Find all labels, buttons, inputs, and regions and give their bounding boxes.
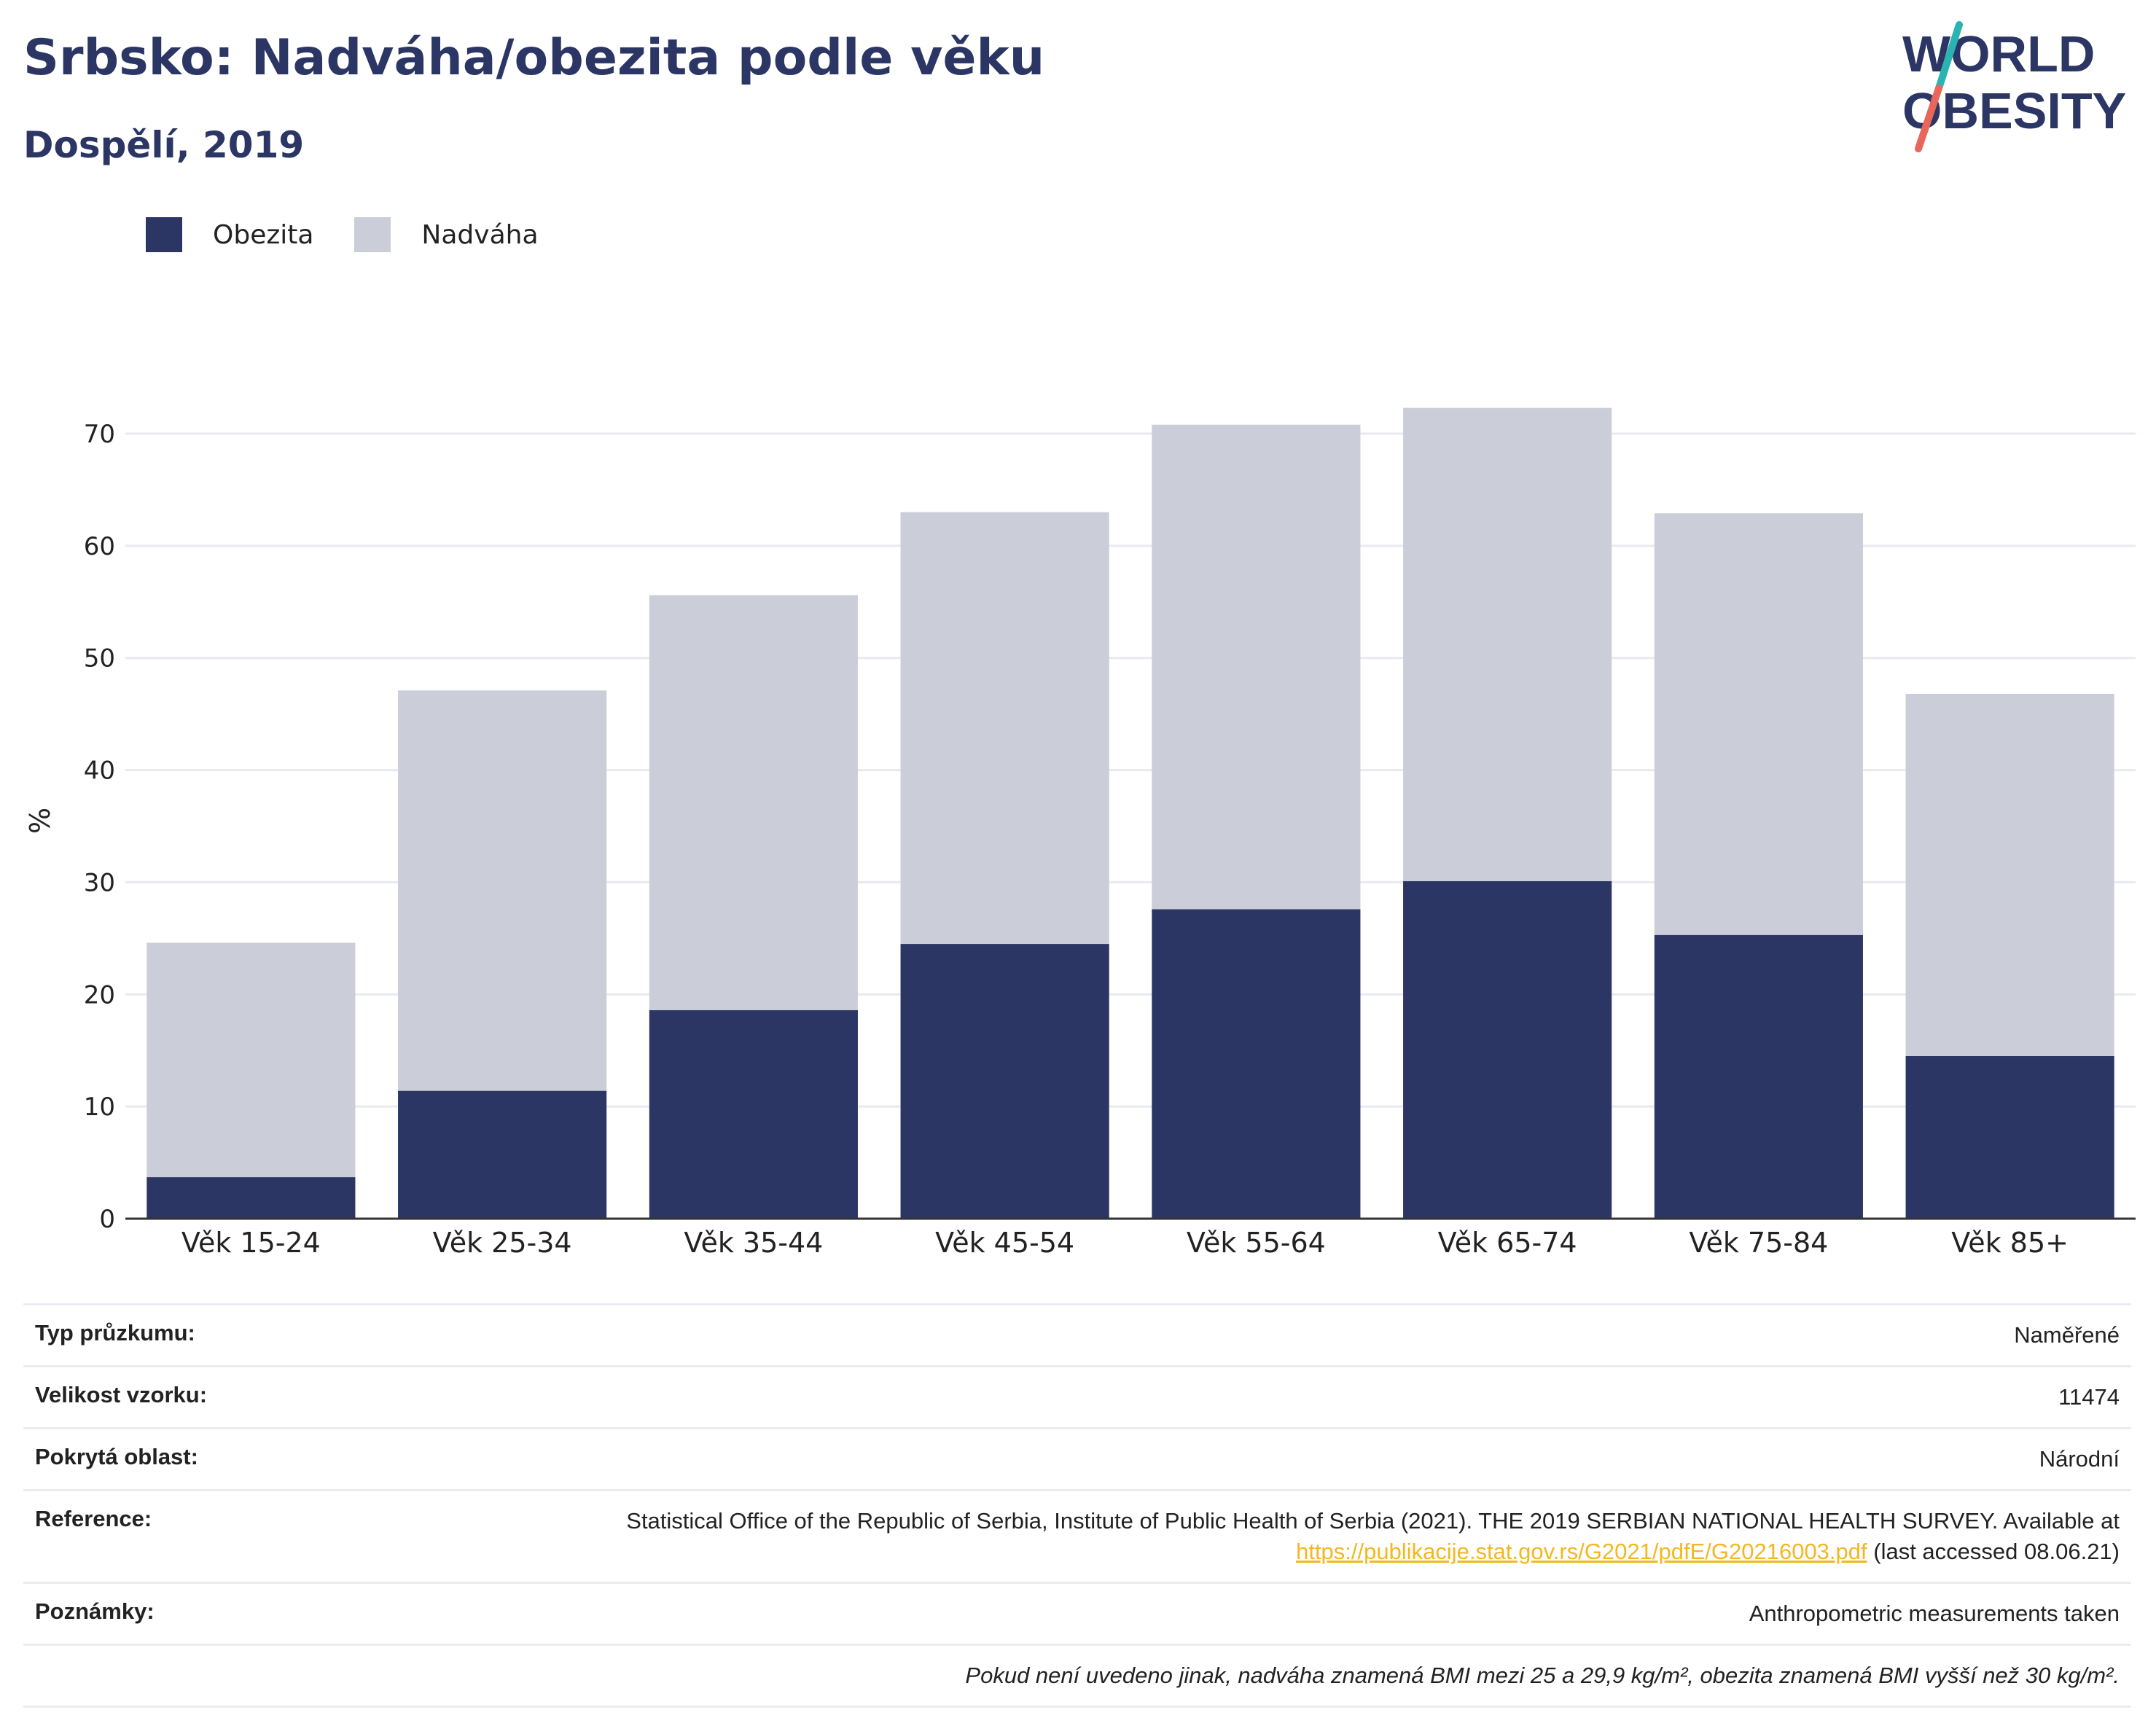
x-tick-label-2: Věk 35-44	[684, 1227, 823, 1259]
legend-label-nadvaha: Nadváha	[421, 219, 539, 250]
info-value-sample-size: 11474	[2058, 1384, 2120, 1410]
legend-item-obezita[interactable]: Obezita	[146, 217, 313, 252]
y-tick-label-0: 0	[99, 1205, 115, 1234]
y-tick-label-30: 30	[84, 868, 115, 897]
y-tick-label-20: 20	[84, 980, 115, 1009]
bar-obezita-3	[900, 944, 1109, 1219]
x-tick-label-1: Věk 25-34	[433, 1227, 572, 1259]
info-label-notes: Poznámky:	[35, 1598, 155, 1624]
info-value-survey-type: Naměřené	[2014, 1322, 2120, 1348]
x-tick-label-5: Věk 65-74	[1438, 1227, 1577, 1259]
stacked-bar-chart: 0 10 20 30 40 50 60 70% Věk 15-24 Věk 25-34 Věk 35…	[24, 407, 2136, 1259]
bar-nadvaha-5	[1403, 407, 1612, 881]
reference-accessed: (last accessed 08.06.21)	[1867, 1539, 2120, 1564]
legend-label-obezita: Obezita	[213, 219, 314, 250]
world-obesity-logo: WORLD OBESITY	[1902, 21, 2126, 152]
info-value-notes: Anthropometric measurements taken	[1749, 1601, 2120, 1626]
bmi-definition-footnote: Pokud není uvedeno jinak, nadváha znamen…	[965, 1663, 2120, 1688]
info-label-survey-type: Typ průzkumu:	[35, 1320, 195, 1346]
y-axis-label: %	[24, 808, 56, 834]
bar-nadvaha-3	[900, 512, 1109, 945]
x-tick-label-6: Věk 75-84	[1689, 1227, 1828, 1259]
info-label-reference: Reference:	[35, 1506, 152, 1531]
info-label-sample-size: Velikost vzorku:	[35, 1382, 208, 1407]
chart-legend: Obezita Nadváha	[146, 217, 579, 252]
chart-subtitle: Dospělí, 2019	[23, 124, 305, 166]
bar-obezita-1	[398, 1090, 607, 1219]
bar-obezita-4	[1152, 909, 1361, 1219]
survey-info-table: Typ průzkumu: Naměřené Velikost vzorku: …	[23, 1303, 2131, 1708]
info-value-area-covered: Národní	[2039, 1446, 2120, 1472]
bar-obezita-2	[649, 1009, 858, 1219]
bar-nadvaha-2	[649, 595, 858, 1010]
info-row-footnote: Pokud není uvedeno jinak, nadváha znamen…	[23, 1644, 2131, 1708]
x-tick-label-0: Věk 15-24	[181, 1227, 321, 1259]
bar-obezita-7	[1905, 1055, 2114, 1219]
bar-nadvaha-7	[1905, 693, 2114, 1056]
y-tick-label-50: 50	[84, 644, 115, 673]
info-value-reference: Statistical Office of the Republic of Se…	[414, 1506, 2120, 1567]
legend-swatch-nadvaha	[354, 217, 391, 252]
reference-text: Statistical Office of the Republic of Se…	[626, 1508, 2120, 1534]
bar-obezita-6	[1654, 934, 1863, 1219]
bar-obezita-0	[147, 1177, 356, 1219]
info-row-sample-size: Velikost vzorku: 11474	[23, 1365, 2131, 1427]
legend-swatch-obezita	[146, 217, 182, 252]
info-row-survey-type: Typ průzkumu: Naměřené	[23, 1303, 2131, 1365]
bar-nadvaha-6	[1654, 513, 1863, 935]
legend-item-nadvaha[interactable]: Nadváha	[354, 217, 539, 252]
info-row-area-covered: Pokrytá oblast: Národní	[23, 1427, 2131, 1489]
logo-word-world: WORLD	[1902, 26, 2095, 82]
info-row-notes: Poznámky: Anthropometric measurements ta…	[23, 1582, 2131, 1644]
y-tick-label-60: 60	[84, 532, 115, 561]
x-tick-label-3: Věk 45-54	[935, 1227, 1074, 1259]
x-tick-label-7: Věk 85+	[1951, 1227, 2069, 1259]
bar-obezita-5	[1403, 880, 1612, 1219]
bar-nadvaha-0	[147, 942, 356, 1178]
bar-nadvaha-4	[1152, 424, 1361, 910]
y-tick-label-10: 10	[84, 1093, 115, 1122]
chart-title: Srbsko: Nadváha/obezita podle věku	[23, 29, 1045, 87]
bar-nadvaha-1	[398, 690, 607, 1091]
x-tick-label-4: Věk 55-64	[1187, 1227, 1326, 1259]
logo-slash-top	[1935, 21, 1963, 92]
info-row-reference: Reference: Statistical Office of the Rep…	[23, 1489, 2131, 1582]
y-tick-label-40: 40	[84, 757, 115, 786]
logo-slash-bottom	[1915, 85, 1942, 152]
info-label-area-covered: Pokrytá oblast:	[35, 1444, 198, 1469]
y-tick-label-70: 70	[84, 420, 115, 449]
reference-link[interactable]: https://publikacije.stat.gov.rs/G2021/pd…	[1296, 1539, 1867, 1564]
